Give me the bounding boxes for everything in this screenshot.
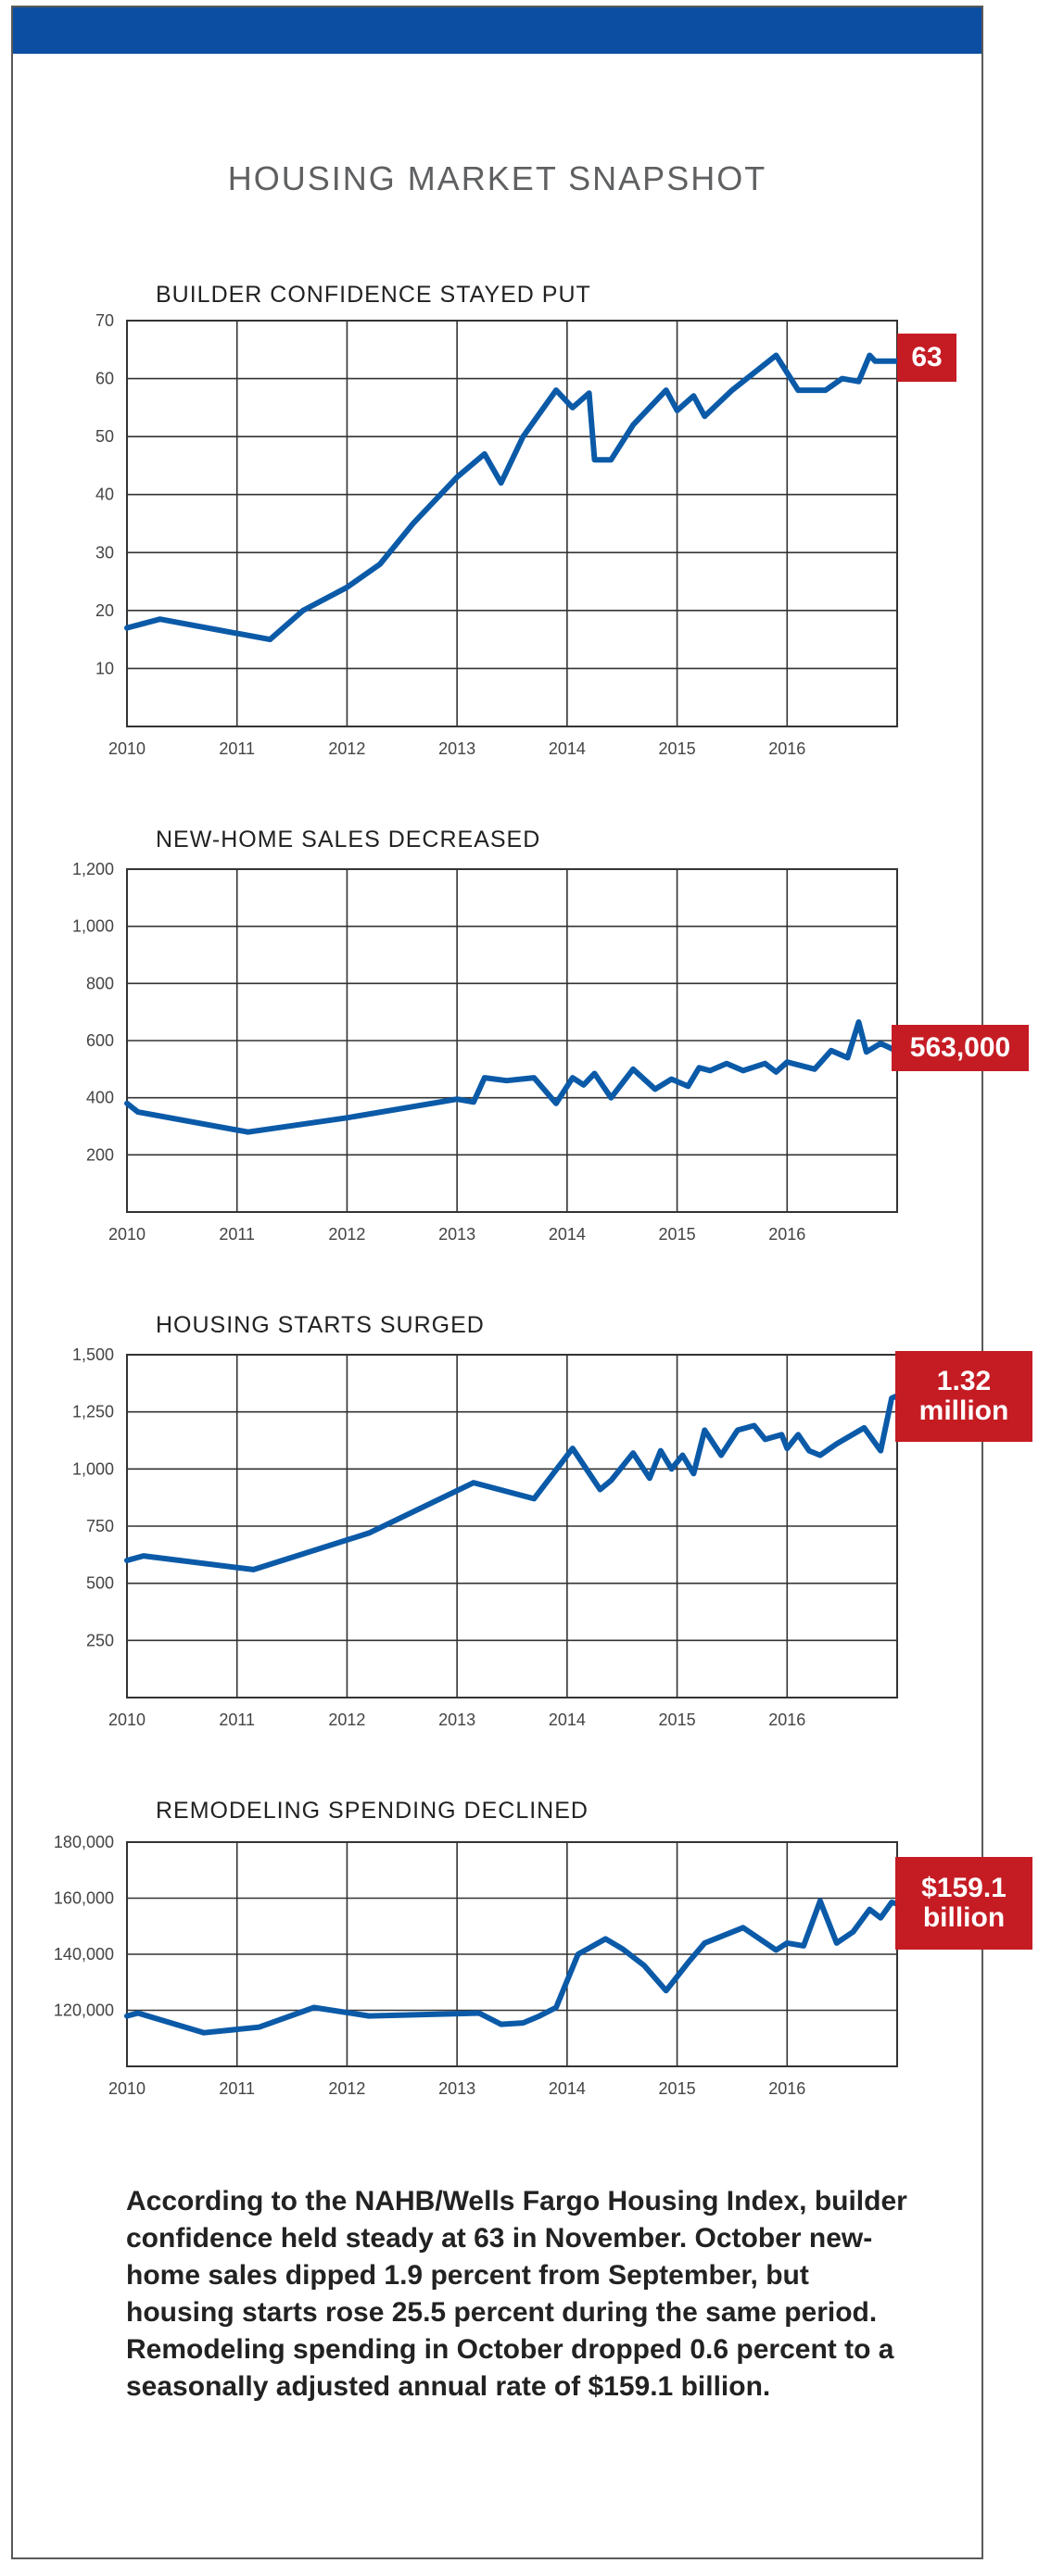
x-tick-label: 2012 [328, 739, 365, 758]
callout-builder-confidence: 63 [897, 334, 956, 382]
callout-line-1: $159.1 [921, 1873, 1007, 1903]
chart-title-housing-starts: HOUSING STARTS SURGED [156, 1312, 485, 1338]
chart-title-new-home-sales: NEW-HOME SALES DECREASED [156, 827, 541, 852]
y-tick-label: 1,000 [72, 917, 114, 936]
summary-paragraph: According to the NAHB/Wells Fargo Housin… [126, 2186, 907, 2402]
x-tick-label: 2014 [549, 739, 586, 758]
y-tick-label: 60 [95, 370, 114, 388]
x-tick-label: 2011 [219, 1711, 255, 1729]
plot-frame [126, 1841, 898, 2067]
page-title: HOUSING MARKET SNAPSHOT [227, 159, 767, 197]
x-tick-label: 2014 [549, 2079, 586, 2098]
y-tick-label: 500 [86, 1574, 114, 1593]
chart-builder-confidence: 10 20 30 40 50 60 70 2010 2011 2012 2013 2014 2015 20… [95, 311, 900, 758]
x-tick-label: 2016 [768, 1711, 805, 1729]
y-tick-label: 30 [95, 543, 114, 562]
y-tick-label: 1,500 [72, 1345, 114, 1364]
x-tick-label: 2014 [549, 1225, 586, 1244]
chart-housing-starts: 250 500 750 1,000 1,250 1,500 2010 2011 2012 2013… [72, 1345, 900, 1729]
callout-new-home-sales: 563,000 [892, 1025, 1029, 1071]
y-tick-label: 70 [95, 311, 114, 330]
y-tick-label: 10 [95, 659, 114, 677]
callout-line-1: 563,000 [909, 1032, 1011, 1063]
chart-title-builder-confidence: BUILDER CONFIDENCE STAYED PUT [156, 282, 591, 308]
y-tick-label: 180,000 [54, 1833, 114, 1851]
snapshot-panel: HOUSING MARKET SNAPSHOT [11, 6, 983, 2559]
y-tick-label: 20 [95, 601, 114, 620]
x-tick-label: 2015 [659, 739, 696, 758]
y-tick-label: 40 [95, 486, 114, 504]
plot-frame [126, 1354, 898, 1698]
x-tick-label: 2011 [219, 2079, 255, 2098]
top-color-bar [13, 7, 981, 54]
y-tick-label: 1,200 [72, 860, 114, 878]
y-tick-label: 120,000 [54, 2001, 114, 2020]
x-tick-label: 2012 [328, 2079, 365, 2098]
chart-title-remodeling: REMODELING SPENDING DECLINED [156, 1798, 589, 1824]
x-tick-label: 2010 [108, 1225, 146, 1244]
series-line [124, 1019, 900, 1135]
callout-line-2: billion [922, 1902, 1006, 1933]
y-tick-label: 1,250 [72, 1403, 114, 1421]
callout-line-1: 63 [911, 342, 943, 373]
x-tick-label: 2010 [108, 2079, 146, 2098]
x-tick-label: 2016 [768, 2079, 805, 2098]
x-tick-label: 2012 [328, 1711, 365, 1729]
callout-line-2: million [918, 1395, 1009, 1426]
x-tick-label: 2013 [438, 739, 475, 758]
y-tick-label: 160,000 [54, 1889, 114, 1908]
y-tick-label: 1,000 [72, 1459, 114, 1478]
y-tick-label: 200 [86, 1145, 114, 1164]
series-line [124, 1393, 900, 1572]
chart-remodeling-spending: 120,000 140,000 160,000 180,000 2010 2011 2012… [54, 1833, 900, 2098]
x-tick-label: 2014 [549, 1711, 586, 1729]
x-tick-label: 2013 [438, 2079, 475, 2098]
x-tick-label: 2011 [219, 1225, 255, 1244]
x-tick-label: 2016 [768, 1225, 805, 1244]
y-tick-label: 800 [86, 974, 114, 992]
callout-line-1: 1.32 [936, 1366, 992, 1396]
x-tick-label: 2013 [438, 1711, 475, 1729]
x-tick-label: 2010 [108, 1711, 146, 1729]
y-tick-label: 50 [95, 427, 114, 446]
series-line [124, 352, 900, 643]
x-tick-label: 2015 [659, 1225, 696, 1244]
y-tick-label: 750 [86, 1517, 114, 1535]
x-tick-label: 2010 [108, 739, 146, 758]
y-tick-label: 600 [86, 1031, 114, 1050]
callout-remodeling: $159.1 billion [895, 1857, 1032, 1950]
y-tick-label: 140,000 [54, 1945, 114, 1964]
y-tick-label: 250 [86, 1631, 114, 1649]
y-tick-label: 400 [86, 1089, 114, 1107]
callout-housing-starts: 1.32 million [895, 1351, 1032, 1442]
plot-frame [126, 320, 898, 727]
x-tick-label: 2013 [438, 1225, 475, 1244]
x-tick-label: 2015 [659, 2079, 696, 2098]
series-line [124, 1898, 900, 2036]
x-tick-label: 2015 [659, 1711, 696, 1729]
chart-new-home-sales: 200 400 600 800 1,000 1,200 2010 2011 2012 2013 20… [72, 860, 900, 1244]
x-tick-label: 2016 [768, 739, 805, 758]
x-tick-label: 2012 [328, 1225, 365, 1244]
x-tick-label: 2011 [219, 739, 255, 758]
